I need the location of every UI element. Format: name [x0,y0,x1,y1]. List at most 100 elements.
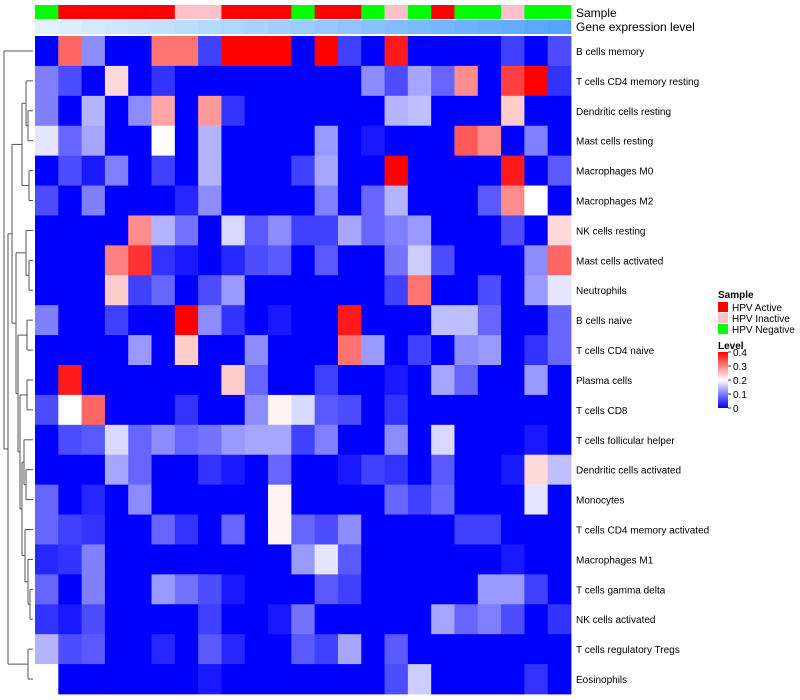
level-legend-tick-label: 0.3 [733,362,747,373]
heatmap-cell [524,335,549,366]
heatmap-cell [268,245,292,276]
heatmap-cell [454,664,479,695]
heatmap-cell [291,185,316,216]
heatmap-cell [314,365,339,396]
heatmap-cell [337,365,362,396]
heatmap-cell [314,454,339,486]
heatmap-cell [128,574,152,605]
heatmap-cell [104,185,129,216]
heatmap-cell [361,185,385,216]
heatmap-cell [384,574,409,605]
heatmap-cell [58,125,83,157]
heatmap-cell [128,65,152,97]
heatmap-cell [501,394,525,426]
sample-annotation-cell [431,5,455,19]
expression-annotation-cell [198,20,222,34]
sample-legend-swatch [718,324,728,334]
heatmap-cell [174,185,199,216]
row-label: NK cells activated [576,615,655,626]
heatmap-cell [431,305,455,336]
row-dendrogram [3,50,33,680]
expression-annotation-cell [128,20,152,34]
heatmap-cell [361,95,385,127]
heatmap-cell [384,95,409,127]
heatmap-cell [524,604,549,635]
heatmap-cell [35,664,59,695]
heatmap-cell [174,484,199,515]
row-label: T cells CD4 memory resting [576,77,699,88]
heatmap-cell [547,215,572,246]
heatmap-cell [407,574,432,605]
heatmap-cell [524,245,549,276]
heatmap-cell [174,36,199,67]
heatmap-cell [384,185,409,216]
heatmap-cell [128,664,152,695]
heatmap-cell [337,484,362,515]
row-label: T cells CD4 memory activated [576,526,709,537]
heatmap-cell [58,514,83,545]
heatmap-cell [58,155,83,186]
heatmap-cell [291,664,316,695]
heatmap-cell [547,604,572,635]
heatmap-cell [291,245,316,276]
heatmap-cell [524,305,549,336]
heatmap-cell [104,215,129,246]
heatmap-cell [151,95,176,127]
heatmap-cell [547,36,572,67]
row-label: T cells CD4 naive [576,346,655,357]
heatmap-cell [314,574,339,605]
heatmap-cell [268,544,292,575]
heatmap-cell [244,215,269,246]
heatmap-cell [104,365,129,396]
heatmap-cell [501,95,525,127]
row-label: Monocytes [576,496,624,507]
heatmap-cell [268,36,292,67]
heatmap-cell [547,574,572,605]
sample-annotation-cell [268,5,292,19]
heatmap-cell [337,275,362,306]
heatmap-cell [244,125,269,157]
heatmap-cell [337,574,362,605]
heatmap-cell [81,424,106,456]
level-legend-tick-label: 0.1 [733,390,747,401]
heatmap-cell [384,365,409,396]
heatmap-cell [524,574,549,605]
heatmap-cell [407,125,432,157]
heatmap-cell [198,335,222,366]
expression-annotation-cell [361,20,385,34]
heatmap-cell [198,95,222,127]
heatmap-cell [244,514,269,545]
heatmap-cell [221,394,246,426]
heatmap-cell [477,514,502,545]
heatmap-cell [291,514,316,545]
heatmap-cell [477,394,502,426]
heatmap-cell [268,664,292,695]
heatmap-cell [128,185,152,216]
heatmap-cell [81,335,106,366]
heatmap-cell [221,454,246,486]
heatmap-cell [58,454,83,486]
heatmap-cell [431,574,455,605]
heatmap-cell [128,514,152,545]
heatmap-cell [477,305,502,336]
heatmap-cell [151,185,176,216]
heatmap-cell [431,514,455,545]
heatmap-cell [477,95,502,127]
heatmap-cell [151,65,176,97]
heatmap-cell [128,275,152,306]
heatmap-cell [128,394,152,426]
heatmap-cell [384,305,409,336]
heatmap-cell [547,245,572,276]
heatmap-cell [431,484,455,515]
heatmap-cell [407,185,432,216]
heatmap-cell [151,305,176,336]
heatmap-cell [244,484,269,515]
heatmap-cell [35,305,59,336]
sample-legend-label: HPV Active [732,303,782,314]
heatmap-cell [244,155,269,186]
heatmap-cell [268,95,292,127]
heatmap-cell [268,514,292,545]
heatmap-cell [35,544,59,575]
heatmap-cell [244,394,269,426]
